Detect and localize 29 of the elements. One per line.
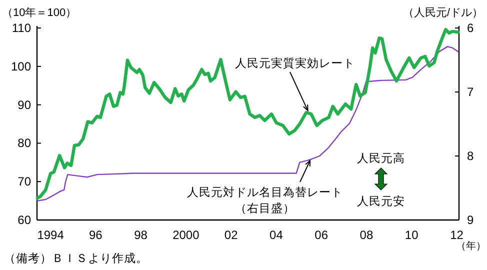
text: （備考）ＢＩＳより作成。 <box>4 252 148 265</box>
x-axis-title: （年） <box>456 240 486 252</box>
annotation: 人民元安 <box>357 194 405 208</box>
annotation: 人民元高 <box>357 151 405 165</box>
y-tick-label: 80 <box>18 136 32 150</box>
y2-tick-label: 6 <box>467 21 474 35</box>
y-tick-label: 60 <box>18 213 32 227</box>
y2-tick-label: 7 <box>467 85 474 99</box>
y-tick-label: 110 <box>12 21 32 35</box>
y-tick-label: 70 <box>18 174 32 189</box>
y-tick-label: 100 <box>10 59 32 74</box>
y-axis-title: （10年＝100） <box>2 7 77 19</box>
x-tick-label: 10 <box>404 228 419 242</box>
x-tick-label: 04 <box>270 228 284 242</box>
x-tick-label: 96 <box>88 228 103 242</box>
annotation: 人民元対ドル名目為替レート <box>187 185 343 199</box>
y-tick-label: 90 <box>18 98 32 112</box>
x-tick-label: 98 <box>134 228 148 242</box>
x-tick-label: 02 <box>224 228 238 242</box>
y2-tick-label: 8 <box>467 149 474 163</box>
x-tick-label: 12 <box>450 228 464 242</box>
x-tick-label: 2000 <box>172 228 200 242</box>
y2-tick-label: 9 <box>467 213 474 227</box>
y2-axis-title: （人民元/ドル） <box>402 7 483 19</box>
annotation: （右目盛） <box>235 202 295 215</box>
x-tick-label: 1994 <box>37 228 64 242</box>
x-tick-label: 08 <box>360 228 374 242</box>
x-tick-label: 06 <box>314 228 328 242</box>
annotation: 人民元実質実効レート <box>235 56 355 70</box>
